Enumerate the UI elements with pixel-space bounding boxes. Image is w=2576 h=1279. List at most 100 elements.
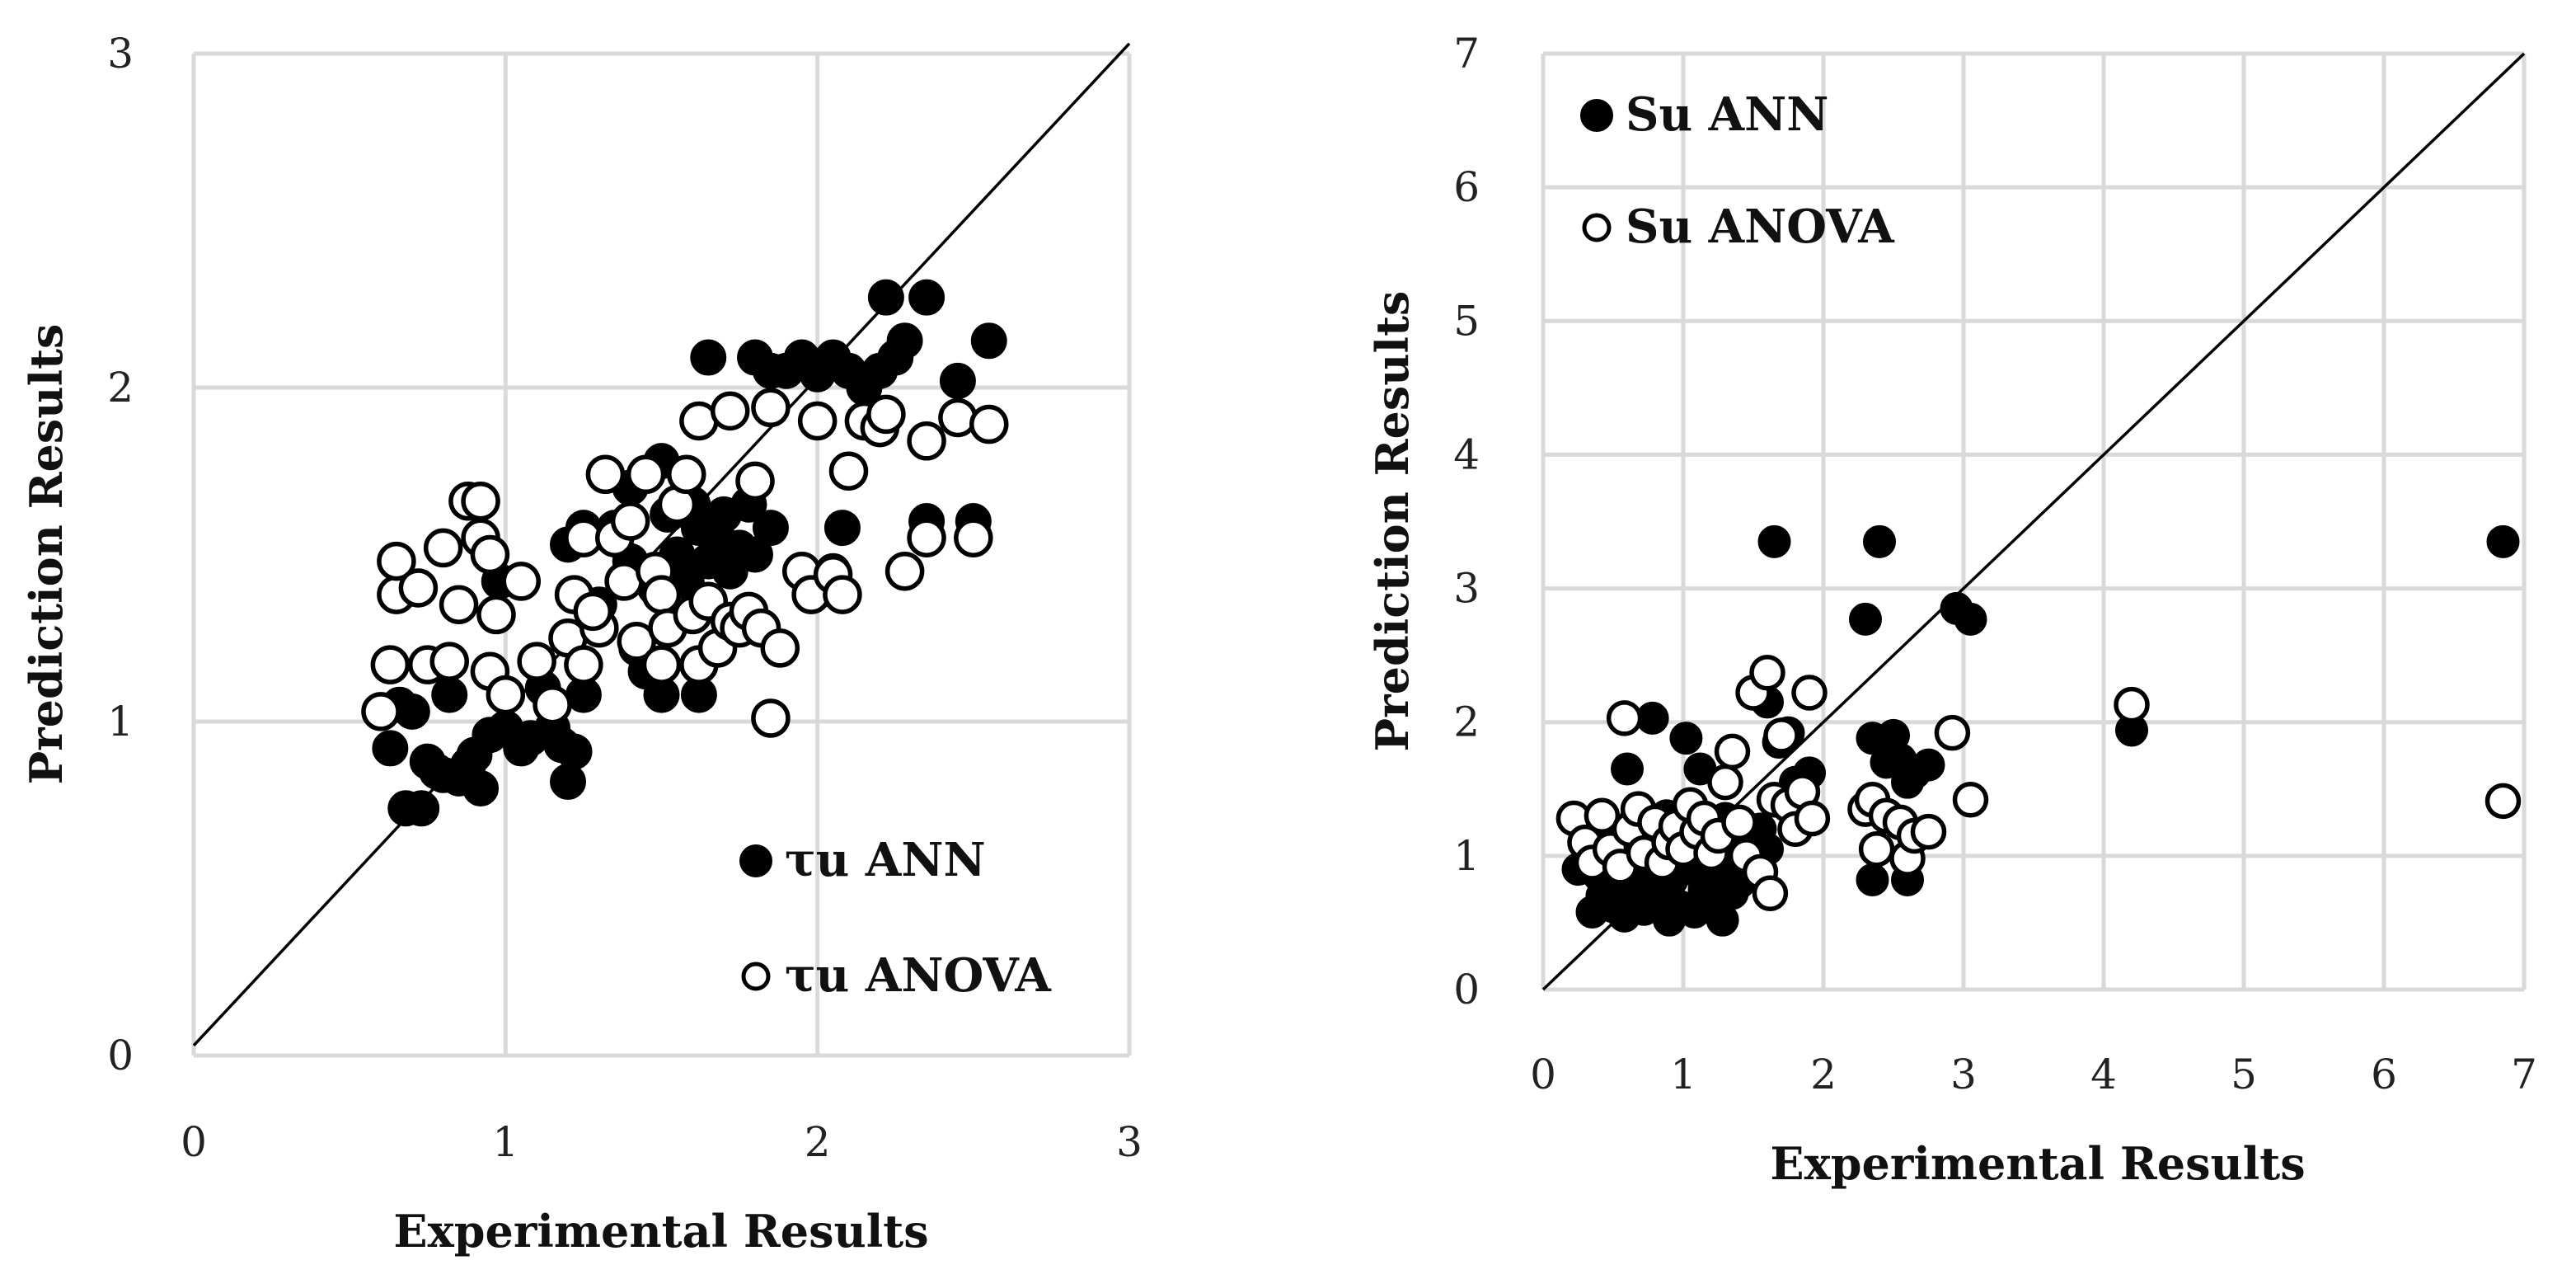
- x-tick-label: 3: [1950, 1051, 1977, 1098]
- y-tick-label: 3: [1453, 565, 1480, 613]
- x-tick-label: 0: [1530, 1051, 1556, 1098]
- x-tick-label: 6: [2371, 1051, 2397, 1098]
- chart-su: 0 1 2 3 4 5 6 7 0 1 2 3 4 5 6 7 Experimental Results Pred…: [1366, 30, 2537, 1190]
- data-point: [907, 518, 946, 557]
- data-point: [1849, 602, 1882, 636]
- data-point: [908, 279, 945, 316]
- data-point: [1752, 875, 1789, 912]
- data-point: [1952, 782, 1989, 818]
- data-point: [573, 591, 613, 632]
- legend-label: Su ANOVA: [1626, 200, 1895, 254]
- data-point: [823, 575, 862, 614]
- data-point: [939, 362, 976, 399]
- data-point: [1858, 831, 1895, 868]
- y-tick-label: 6: [1453, 163, 1480, 211]
- data-point: [361, 692, 401, 731]
- y-tick-label: 2: [107, 364, 134, 411]
- legend-label: τu ANN: [785, 833, 986, 887]
- y-tick-label: 2: [1453, 698, 1480, 746]
- data-point: [1794, 800, 1831, 837]
- data-point: [610, 501, 650, 541]
- data-point: [690, 339, 727, 376]
- data-point: [969, 404, 1009, 444]
- data-point: [970, 322, 1007, 360]
- data-point: [398, 568, 439, 608]
- data-point: [517, 642, 556, 681]
- data-point: [823, 510, 861, 547]
- data-point: [641, 645, 682, 684]
- data-point: [439, 585, 479, 624]
- data-point: [1714, 733, 1751, 770]
- y-tick-label: 1: [1453, 832, 1480, 880]
- data-point: [470, 534, 510, 575]
- data-point: [797, 401, 838, 441]
- data-point: [1721, 804, 1757, 841]
- x-tick-label: 2: [805, 1118, 831, 1166]
- data-point: [429, 642, 469, 681]
- y-tick-label: 7: [1453, 30, 1480, 78]
- data-point: [954, 518, 993, 557]
- legend-marker: [1580, 99, 1613, 132]
- data-point: [867, 279, 904, 316]
- data-point: [372, 730, 409, 767]
- y-tick-label: 0: [1453, 966, 1480, 1013]
- x-tick-label: 4: [2090, 1051, 2117, 1098]
- data-point: [403, 790, 440, 827]
- data-point: [550, 763, 586, 800]
- data-point: [1863, 524, 1896, 558]
- data-point: [1606, 700, 1643, 736]
- data-point: [2486, 524, 2520, 558]
- legend: Su ANN Su ANOVA: [1580, 87, 1895, 254]
- data-point: [751, 698, 791, 738]
- data-point: [1757, 524, 1791, 558]
- legend-label: τu ANOVA: [785, 948, 1052, 1003]
- data-point: [1856, 863, 1889, 897]
- data-point: [564, 645, 603, 684]
- data-point: [1934, 714, 1971, 751]
- y-axis-title: Prediction Results: [1366, 291, 1419, 752]
- x-axis-title: Experimental Results: [393, 1205, 928, 1258]
- data-point: [2114, 686, 2150, 723]
- data-point: [751, 388, 791, 428]
- data-point: [423, 528, 463, 568]
- data-point: [1791, 675, 1828, 711]
- data-point: [735, 461, 775, 501]
- y-tick-label: 3: [107, 30, 134, 78]
- legend-marker: [739, 844, 772, 877]
- legend-marker: [1582, 213, 1612, 242]
- data-point: [737, 536, 773, 573]
- data-point: [938, 397, 978, 438]
- data-point: [533, 685, 572, 725]
- data-point: [1584, 797, 1621, 834]
- data-point: [585, 454, 626, 495]
- data-point: [1749, 654, 1785, 691]
- data-point: [907, 421, 946, 461]
- data-point: [431, 676, 468, 713]
- series-anova: [361, 388, 1009, 738]
- x-tick-label: 0: [181, 1118, 207, 1166]
- data-point: [641, 575, 682, 614]
- x-tick-label: 1: [492, 1118, 518, 1166]
- y-tick-label: 1: [107, 698, 134, 745]
- x-axis-title: Experimental Results: [1770, 1137, 2305, 1190]
- data-point: [1954, 602, 1987, 636]
- data-point: [1912, 748, 1945, 782]
- series-anova: [1555, 654, 2522, 912]
- data-point: [462, 770, 500, 806]
- data-point: [2485, 783, 2522, 820]
- data-point: [556, 733, 593, 770]
- data-point: [461, 481, 500, 521]
- data-point: [884, 552, 925, 591]
- x-tick-label: 3: [1116, 1118, 1143, 1166]
- chart-tau: 0 1 2 3 0 1 2 3 Experimental Results Prediction R…: [20, 30, 1143, 1258]
- data-point: [1763, 717, 1799, 754]
- data-point: [866, 394, 906, 435]
- data-point: [760, 628, 800, 668]
- data-point: [1910, 813, 1947, 850]
- x-tick-label: 5: [2231, 1051, 2257, 1098]
- legend: τu ANN τu ANOVA: [739, 833, 1052, 1003]
- data-point: [828, 451, 869, 491]
- data-point: [486, 675, 526, 715]
- data-point: [710, 391, 750, 431]
